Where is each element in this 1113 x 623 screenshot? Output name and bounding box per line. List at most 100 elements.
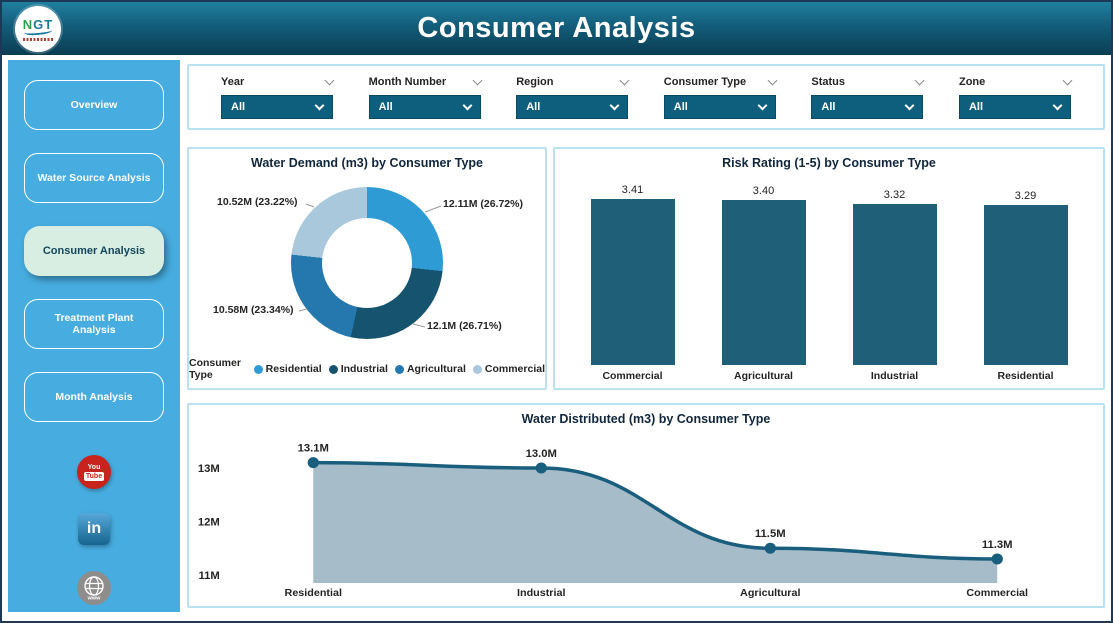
filter-month-number-value: All <box>378 100 393 113</box>
filter-month-number-dropdown[interactable]: All <box>368 94 481 119</box>
x-axis-category-label: Agricultural <box>740 587 800 599</box>
data-point-marker[interactable] <box>764 542 776 554</box>
filter-region-value: All <box>526 100 541 113</box>
bar-column-industrial: 3.32 Industrial <box>852 189 937 384</box>
bar-column-residential: 3.29 Residential <box>983 190 1068 384</box>
area-line <box>313 460 998 561</box>
filter-bar: Year All Month Number All Region All Con… <box>187 64 1105 130</box>
bar-category-label: Agricultural <box>734 370 793 382</box>
chevron-down-icon[interactable] <box>914 75 925 85</box>
chevron-down-icon <box>609 100 620 110</box>
logo-letter-n: N <box>22 17 34 32</box>
filter-year: Year All <box>221 75 335 119</box>
filter-year-dropdown[interactable]: All <box>221 94 333 119</box>
legend-label: Residential <box>265 363 322 375</box>
filter-region-dropdown[interactable]: All <box>516 94 629 119</box>
filter-month-number-label: Month Number <box>368 75 447 88</box>
chevron-down-icon <box>462 100 473 110</box>
filter-consumer-type-value: All <box>673 100 688 113</box>
linkedin-icon[interactable]: in <box>78 513 110 545</box>
bar-column-commercial: 3.41 Commercial <box>590 184 675 384</box>
youtube-icon[interactable]: You Tube <box>77 455 111 489</box>
filter-zone-value: All <box>968 100 984 113</box>
legend-item-commercial[interactable]: Commercial <box>472 363 545 375</box>
bar-category-label: Commercial <box>602 370 663 382</box>
legend-dot-icon <box>394 364 404 374</box>
bar-agricultural[interactable] <box>721 199 806 365</box>
y-axis-tick-label: 11M <box>198 570 219 582</box>
filter-region: Region All <box>516 75 630 119</box>
sidebar-item-water-source-analysis[interactable]: Water Source Analysis <box>24 153 164 203</box>
donut-hole <box>322 218 412 308</box>
x-axis-category-label: Industrial <box>517 587 565 599</box>
bar-commercial[interactable] <box>590 199 675 365</box>
legend-item-agricultural[interactable]: Agricultural <box>394 363 466 375</box>
filter-status: Status All <box>811 75 925 119</box>
filter-consumer-type: Consumer Type All <box>663 75 778 119</box>
bar-value-label: 3.29 <box>1014 190 1037 203</box>
chevron-down-icon[interactable] <box>472 75 483 85</box>
data-point-marker[interactable] <box>535 462 547 474</box>
bar-column-agricultural: 3.40 Agricultural <box>721 184 806 384</box>
sidebar-item-treatment-plant-analysis[interactable]: Treatment Plant Analysis <box>24 299 164 349</box>
filter-zone-dropdown[interactable]: All <box>958 94 1071 119</box>
legend-title: Consumer Type <box>189 357 241 381</box>
data-point-label: 11.3M <box>982 539 1013 551</box>
filter-year-label: Year <box>221 75 245 88</box>
logo-letters-gt: GT <box>33 17 54 32</box>
sidebar-item-month-analysis[interactable]: Month Analysis <box>24 372 164 422</box>
bar-chart: 3.41 Commercial 3.40 Agricultural 3.32 <box>555 172 1103 384</box>
logo-tagline <box>23 38 53 41</box>
chevron-down-icon[interactable] <box>767 75 778 85</box>
legend-item-industrial[interactable]: Industrial <box>328 363 388 375</box>
water-distributed-area-panel: Water Distributed (m3) by Consumer Type … <box>187 403 1105 608</box>
logo-text: NGT <box>23 17 53 32</box>
youtube-icon-text-top: You <box>87 463 101 471</box>
risk-rating-bar-panel: Risk Rating (1-5) by Consumer Type 3.41 … <box>553 147 1105 390</box>
area-chart[interactable]: 13M 12M 11M 13.1M Residential 13.0M Industrial… <box>189 428 1103 606</box>
filter-status-label: Status <box>811 75 845 88</box>
donut-legend: Consumer Type Residential Industrial Agr… <box>189 357 545 381</box>
website-globe-icon[interactable]: www <box>77 571 111 605</box>
filter-zone-label: Zone <box>958 75 986 88</box>
filter-status-dropdown[interactable]: All <box>811 94 924 119</box>
legend-label: Commercial <box>484 363 545 375</box>
bar-residential[interactable] <box>983 205 1068 365</box>
data-point-marker[interactable] <box>307 457 319 469</box>
bar-category-label: Residential <box>997 370 1054 382</box>
legend-item-residential[interactable]: Residential <box>253 363 322 375</box>
chevron-down-icon[interactable] <box>619 75 630 85</box>
youtube-icon-text-bottom: Tube <box>83 471 105 481</box>
bar-value-label: 3.40 <box>752 184 775 197</box>
sidebar-item-consumer-analysis[interactable]: Consumer Analysis <box>24 226 164 276</box>
legend-dot-icon <box>328 364 338 374</box>
globe-glyph: www <box>84 576 104 602</box>
bar-industrial[interactable] <box>852 203 937 365</box>
data-point-marker[interactable] <box>991 553 1003 565</box>
legend-dot-icon <box>472 364 482 374</box>
data-point-label: 13.1M <box>298 443 329 455</box>
area-chart-title: Water Distributed (m3) by Consumer Type <box>521 412 771 426</box>
donut-label-residential: 12.11M (26.72%) <box>443 198 523 210</box>
chevron-down-icon <box>314 100 325 110</box>
globe-www-text: www <box>87 596 102 602</box>
chevron-down-icon[interactable] <box>324 75 335 85</box>
sidebar-item-overview[interactable]: Overview <box>24 80 164 130</box>
company-logo: NGT <box>15 6 61 52</box>
filter-zone: Zone All <box>958 75 1073 119</box>
water-demand-donut-panel: Water Demand (m3) by Consumer Type 12.11… <box>187 147 547 390</box>
filter-consumer-type-dropdown[interactable]: All <box>663 94 776 119</box>
chevron-down-icon[interactable] <box>1062 75 1073 85</box>
x-axis-category-label: Commercial <box>966 587 1028 599</box>
donut-label-commercial: 10.52M (23.22%) <box>217 196 298 208</box>
donut-chart[interactable] <box>291 187 443 339</box>
donut-chart-title: Water Demand (m3) by Consumer Type <box>251 156 483 170</box>
main-content: Year All Month Number All Region All Con… <box>180 60 1111 621</box>
chevron-down-icon <box>757 100 768 110</box>
donut-label-industrial: 12.1M (26.71%) <box>427 320 502 332</box>
bar-value-label: 3.41 <box>621 184 644 197</box>
bar-category-label: Industrial <box>870 370 919 382</box>
header: NGT Consumer Analysis <box>2 2 1111 55</box>
filter-month-number: Month Number All <box>368 75 483 119</box>
sidebar-nav: Overview Water Source Analysis Consumer … <box>8 60 180 612</box>
